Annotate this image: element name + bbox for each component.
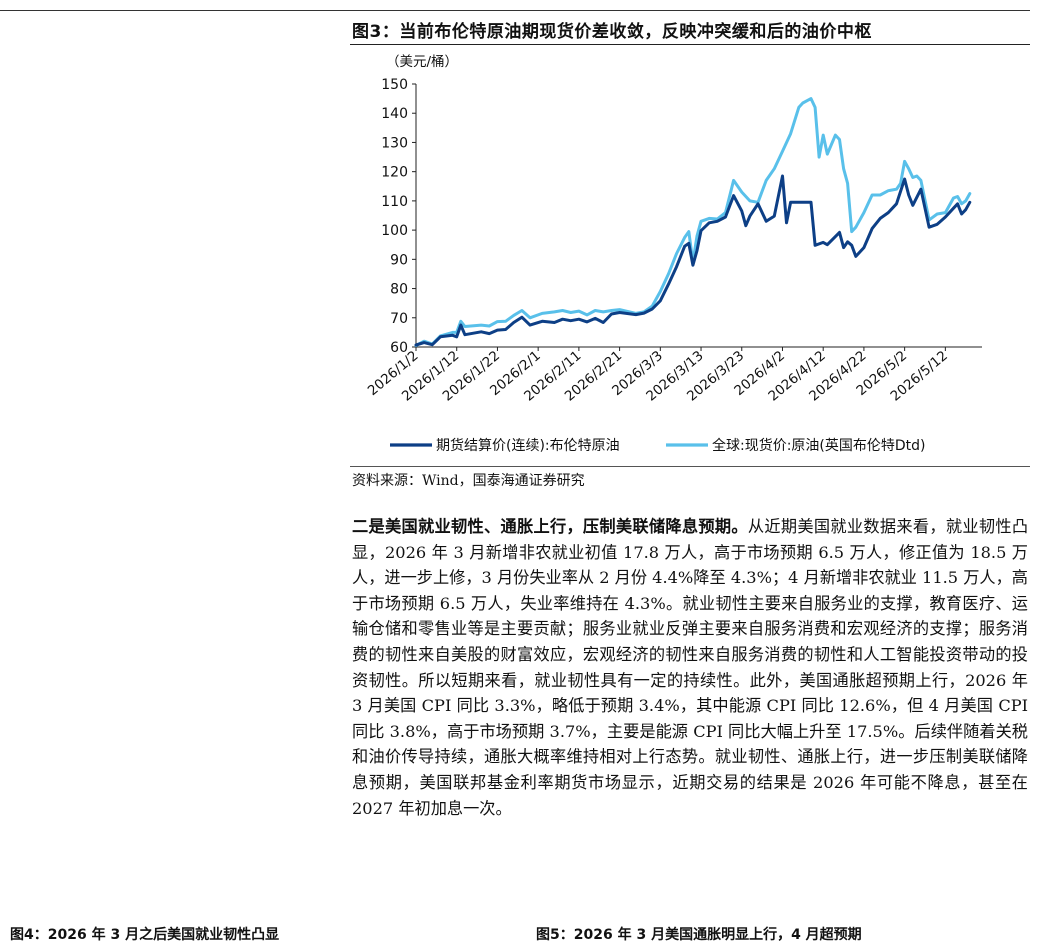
y-tick-label: 150 [381, 77, 408, 93]
page-top-rule [0, 10, 1030, 11]
y-tick-label: 130 [381, 135, 408, 151]
series-line-spot [414, 97, 972, 347]
body-rest: 从近期美国就业数据来看，就业韧性凸显，2026 年 3 月新增非农就业初值 17… [352, 517, 1029, 818]
body-paragraph: 二是美国就业韧性、通胀上行，压制美联储降息预期。从近期美国就业数据来看，就业韧性… [352, 514, 1028, 821]
body-lead: 二是美国就业韧性、通胀上行，压制美联储降息预期。 [352, 517, 748, 536]
y-tick-label: 120 [381, 165, 408, 181]
source-rule [350, 466, 1030, 467]
chart-legend: 期货结算价(连续):布伦特原油 全球:现货价:原油(英国布伦特Dtd) [390, 437, 926, 454]
y-tick-label: 100 [381, 223, 408, 239]
y-unit-label: （美元/桶） [386, 54, 458, 70]
y-tick-label: 80 [390, 282, 408, 298]
next-figure-right-title: 图5：2026 年 3 月美国通胀明显上行，4 月超预期 [536, 927, 862, 943]
legend-item-futures-label: 期货结算价(连续):布伦特原油 [436, 437, 620, 454]
y-tick-label: 90 [390, 252, 408, 268]
figure-title-rule [350, 44, 1030, 45]
oil-price-chart: （美元/桶） 607080901001101201301401502026/1/… [365, 54, 982, 454]
series-line-futures [414, 174, 972, 347]
chart-axes: 607080901001101201301401502026/1/22026/1… [365, 77, 982, 405]
legend-item-spot-label: 全球:现货价:原油(英国布伦特Dtd) [712, 437, 926, 454]
y-tick-label: 70 [390, 311, 408, 327]
next-figure-left-title: 图4：2026 年 3 月之后美国就业韧性凸显 [10, 927, 280, 943]
figure-title: 图3：当前布伦特原油期现货价差收敛，反映冲突缓和后的油价中枢 [352, 22, 872, 42]
figure-source: 资料来源：Wind，国泰海通证券研究 [352, 473, 585, 489]
y-tick-label: 140 [381, 106, 408, 122]
y-tick-label: 60 [390, 340, 408, 356]
y-tick-label: 110 [381, 194, 408, 210]
chart-series [414, 97, 972, 347]
